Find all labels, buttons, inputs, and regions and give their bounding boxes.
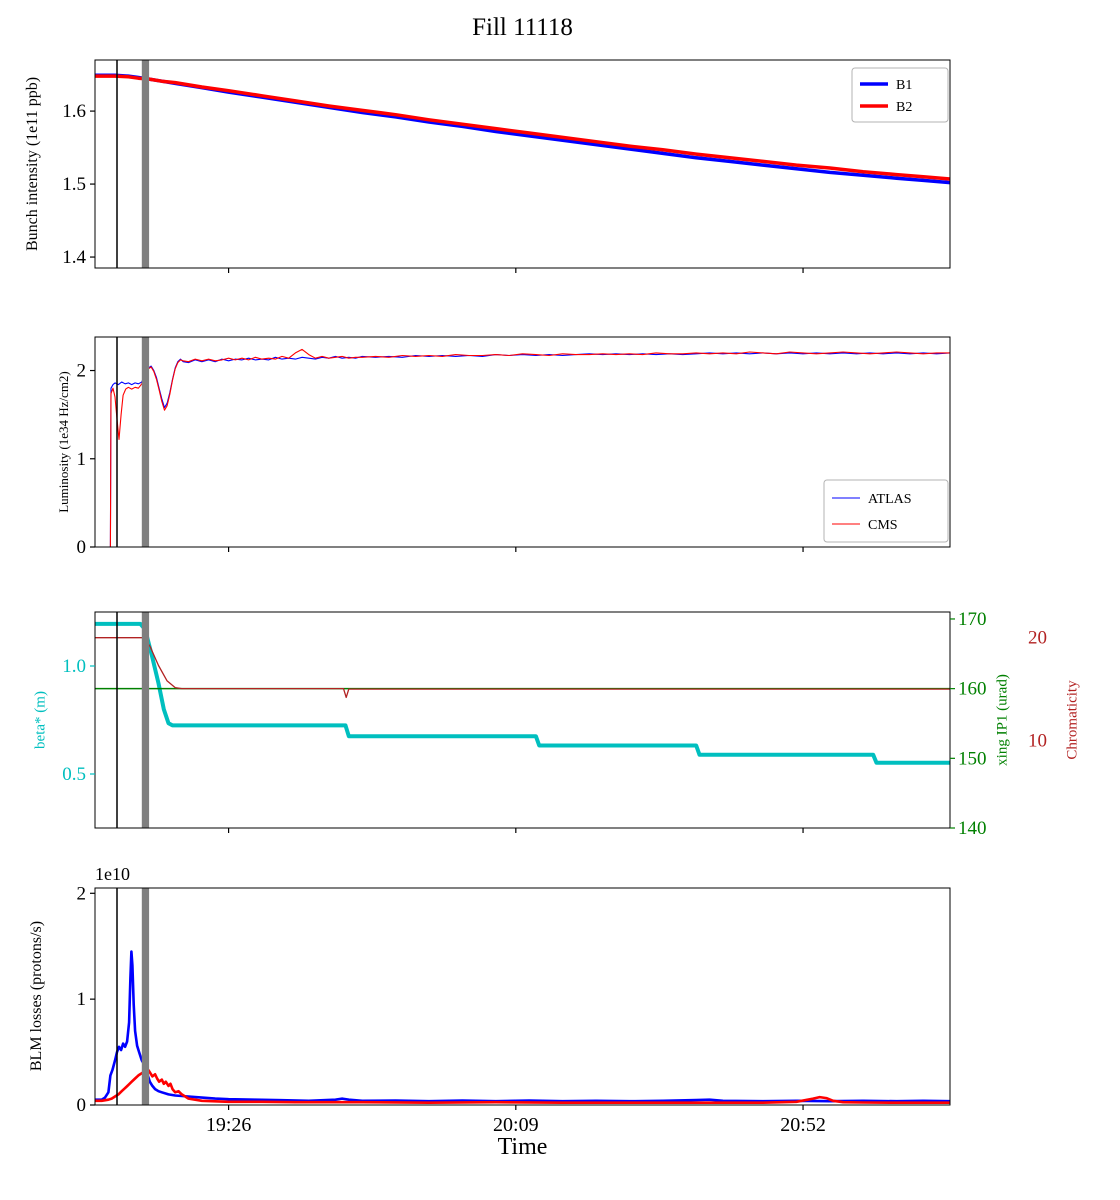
event-band [141, 888, 150, 1105]
y-tick-label: 0 [77, 1095, 87, 1116]
series-optics-beta- [95, 621, 950, 765]
series-bunch-intensity-b2 [95, 74, 951, 181]
y-tick-label: 1.4 [62, 247, 86, 268]
ylabel-beta-star: beta* (m) [32, 691, 49, 749]
y-tick-label: 1 [77, 449, 87, 470]
y-tick-label: 140 [958, 818, 987, 839]
y-tick-label: 160 [958, 679, 987, 700]
y-tick-label: 0.5 [62, 764, 86, 785]
series-blm-losses-b2 [95, 1068, 950, 1104]
x-tick-label: 19:26 [206, 1114, 252, 1136]
y-tick-label: 0 [77, 537, 87, 558]
bunch-intensity-frame [94, 59, 951, 269]
y-tick-label: 1.5 [62, 174, 86, 195]
x-tick-label: 20:52 [780, 1114, 826, 1136]
y-tick-label: 1 [77, 989, 87, 1010]
x-axis-label: Time [497, 1134, 548, 1160]
ylabel-chromaticity: Chromaticity [1064, 680, 1081, 760]
series-luminosity-atlas [95, 352, 951, 548]
legend-label-atlas: ATLAS [868, 492, 912, 507]
blm-losses-frame [94, 887, 951, 1106]
y-tick-label: 150 [958, 748, 987, 769]
legend-label-cms: CMS [868, 518, 898, 533]
series-luminosity-cms [95, 348, 950, 548]
y-tick-label: 1.6 [62, 101, 86, 122]
luminosity-legend-box [823, 479, 949, 543]
ylabel-blm-losses: BLM losses (protons/s) [28, 920, 45, 1072]
y-tick-label: 10 [1028, 731, 1047, 752]
chart-title: Fill 11118 [472, 14, 573, 41]
y-tick-label: 20 [1028, 628, 1047, 649]
series-blm-losses-b1 [95, 950, 951, 1103]
y-tick-label: 2 [77, 361, 87, 382]
axis-offset-label: 1e10 [95, 864, 130, 884]
y-tick-label: 2 [77, 883, 87, 904]
legend-label-b2: B2 [896, 100, 912, 115]
bunch-intensity-legend-box [851, 67, 949, 123]
luminosity-frame [94, 336, 951, 548]
event-band [141, 337, 150, 547]
ylabel-luminosity: Luminosity (1e34 Hz/cm2) [56, 371, 71, 513]
y-tick-label: 170 [958, 609, 987, 630]
x-tick-label: 20:09 [493, 1114, 539, 1136]
y-tick-label: 1.0 [62, 656, 86, 677]
optics-frame [94, 611, 951, 829]
ylabel-xing-ip1: xing IP1 (urad) [994, 674, 1011, 766]
legend-label-b1: B1 [896, 78, 912, 93]
ylabel-bunch-intensity: Bunch intensity (1e11 ppb) [24, 76, 41, 252]
event-band [141, 612, 150, 828]
event-band [141, 60, 150, 268]
